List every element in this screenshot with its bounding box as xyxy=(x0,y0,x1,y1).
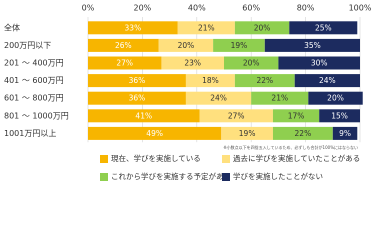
value-label: 20% xyxy=(254,23,271,32)
bar-segment xyxy=(185,91,252,105)
legend-label: 学びを実施したことがない xyxy=(233,171,323,181)
value-label: 9% xyxy=(339,129,351,138)
bar-segment xyxy=(272,126,333,140)
note: ※小数点以下を四捨五入しているため、必ずしも合計が100%にはならない xyxy=(223,144,358,150)
bar-segment xyxy=(278,56,360,70)
value-label: 24% xyxy=(210,94,227,103)
bar-segment xyxy=(251,91,309,105)
bar-segment xyxy=(234,21,290,35)
value-label: 22% xyxy=(295,129,312,138)
bar-segment xyxy=(224,56,279,70)
bar-segment xyxy=(264,38,360,52)
y-tick-label: 全体 xyxy=(4,22,20,32)
value-label: 17% xyxy=(288,111,305,120)
bar-segment xyxy=(319,109,360,123)
value-label: 36% xyxy=(129,94,146,103)
bar-segment xyxy=(88,74,186,88)
bar-segment xyxy=(234,74,295,88)
bar-segment xyxy=(272,109,320,123)
bar-segment xyxy=(185,74,235,88)
bar-segment xyxy=(332,126,358,140)
bar-segment xyxy=(88,21,178,35)
x-tick-label: 0% xyxy=(82,4,95,13)
bar-segment xyxy=(161,56,224,70)
bar-segment xyxy=(88,56,162,70)
value-label: 36% xyxy=(129,76,146,85)
bar-segment xyxy=(213,38,265,52)
legend-swatch xyxy=(222,155,230,163)
value-label: 20% xyxy=(327,94,344,103)
value-label: 33% xyxy=(125,23,142,32)
x-tick-label: 100% xyxy=(349,4,372,13)
bar-segment xyxy=(289,21,358,35)
bar-segment xyxy=(158,38,214,52)
value-label: 24% xyxy=(319,76,336,85)
x-tick-label: 60% xyxy=(242,4,260,13)
y-tick-label: 201 ～ 400万円 xyxy=(4,59,64,68)
value-label: 23% xyxy=(184,59,201,68)
bar-segment xyxy=(88,109,200,123)
legend-swatch xyxy=(222,173,230,181)
legend-label: これから学びを実施する予定がある xyxy=(111,171,231,181)
y-tick-label: 1001万円以上 xyxy=(4,129,56,138)
value-label: 15% xyxy=(331,111,348,120)
value-label: 27% xyxy=(116,59,133,68)
bar-segment xyxy=(294,74,360,88)
value-label: 22% xyxy=(256,76,273,85)
value-label: 27% xyxy=(228,111,245,120)
y-tick-label: 801 ～ 1000万円 xyxy=(4,111,69,120)
legend-label: 現在、学びを実施している xyxy=(111,153,201,163)
value-label: 30% xyxy=(311,59,328,68)
y-tick-label: 601 ～ 800万円 xyxy=(4,94,64,103)
y-tick-label: 401 ～ 600万円 xyxy=(4,76,64,85)
value-label: 41% xyxy=(135,111,152,120)
value-label: 18% xyxy=(202,76,219,85)
value-label: 20% xyxy=(243,59,260,68)
bar-segment xyxy=(88,126,222,140)
x-tick-label: 20% xyxy=(134,4,152,13)
bar-segment xyxy=(308,91,363,105)
value-label: 19% xyxy=(239,129,256,138)
value-label: 20% xyxy=(178,41,195,50)
legend-swatch xyxy=(100,173,108,181)
bar-segment xyxy=(88,91,186,105)
x-tick-label: 80% xyxy=(297,4,315,13)
value-label: 49% xyxy=(146,129,163,138)
chart: ※小数点以下を四捨五入しているため、必ずしも合計が100%にはならない 0% 20… xyxy=(4,4,372,181)
bar-segment xyxy=(199,109,273,123)
legend-label: 過去に学びを実施していたことがある xyxy=(233,153,360,163)
value-label: 25% xyxy=(315,23,332,32)
x-tick-label: 40% xyxy=(188,4,206,13)
value-label: 21% xyxy=(198,23,215,32)
legend-swatch xyxy=(100,155,108,163)
bar-segment xyxy=(177,21,235,35)
y-tick-label: 200万円以下 xyxy=(4,41,51,50)
bar-segment xyxy=(88,38,159,52)
value-label: 21% xyxy=(271,94,288,103)
value-label: 26% xyxy=(115,41,132,50)
value-label: 19% xyxy=(231,41,248,50)
value-label: 35% xyxy=(304,41,321,50)
bar-segment xyxy=(221,126,273,140)
